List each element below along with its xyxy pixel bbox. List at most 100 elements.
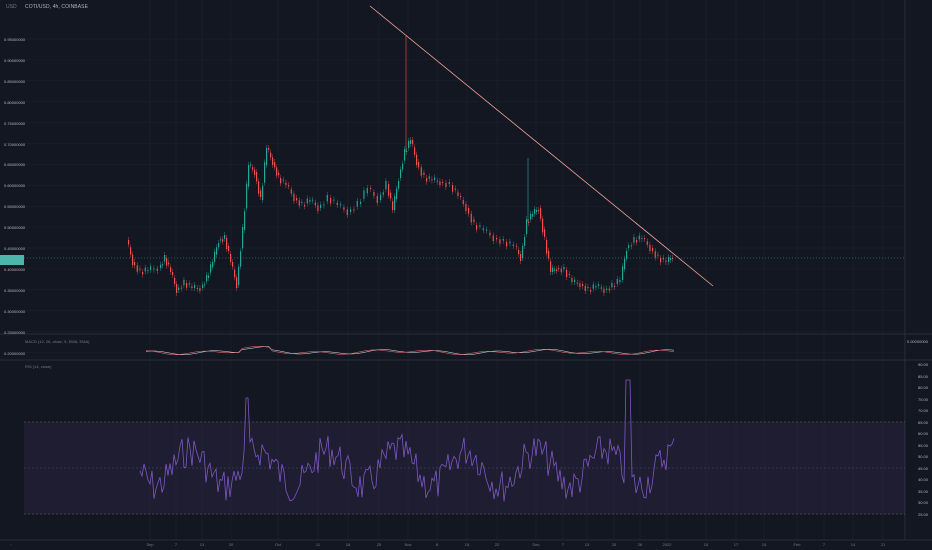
time-axis-label: 15: [464, 542, 470, 547]
time-axis-label: 8: [435, 542, 439, 547]
candle-body: [556, 269, 558, 271]
rsi-title[interactable]: RSI (14, close): [25, 364, 52, 369]
candle-body: [238, 266, 240, 285]
candle-body: [412, 140, 414, 145]
candle-body: [346, 209, 348, 215]
time-axis-label: Dec: [532, 542, 540, 547]
candle-body: [208, 275, 210, 278]
candle-body: [301, 202, 303, 203]
candle-body: [524, 237, 526, 246]
signal-line: [145, 346, 675, 355]
candle-body: [670, 258, 672, 260]
time-axis-label: 22: [494, 542, 500, 547]
candle-body: [622, 266, 624, 280]
candle-body: [404, 149, 406, 161]
rsi-axis-label: 75.00: [917, 396, 928, 402]
candle-body: [442, 182, 444, 183]
current-price-tag: [0, 255, 24, 265]
candle-body: [644, 238, 646, 239]
candle-body: [166, 258, 168, 266]
rsi-axis-label: 80.00: [917, 385, 928, 390]
candle-body: [436, 180, 438, 182]
candle-body: [414, 147, 416, 155]
time-axis-label: 13: [584, 542, 590, 547]
candle-body: [582, 284, 584, 286]
candle-body: [268, 148, 270, 150]
time-axis-label: 11: [315, 542, 321, 547]
rsi-axis-label: 90.00: [917, 362, 928, 367]
macd-line: [145, 346, 675, 355]
symbol-title[interactable]: COTI/USD, 4h, COINBASE: [25, 4, 89, 10]
candle-body: [410, 140, 412, 144]
candle-body: [202, 284, 204, 288]
candle-body: [526, 219, 528, 234]
candle-body: [532, 214, 534, 217]
macd-axis-label: 0.00000000: [906, 339, 928, 344]
candle-body: [254, 169, 256, 175]
rsi-axis-label: 50.00: [917, 454, 928, 459]
rsi-axis-label: 65.00: [917, 419, 928, 425]
candle-body: [314, 202, 316, 206]
candle-body: [528, 222, 530, 223]
rsi-axis-label: 55.00: [917, 442, 928, 448]
candle-body: [142, 272, 144, 275]
candle-body: [646, 241, 648, 245]
candle-body: [178, 287, 180, 290]
candle-body: [128, 240, 130, 245]
candle-body: [248, 165, 250, 187]
candle-body: [130, 247, 132, 255]
timezone-icon[interactable]: ◦: [10, 542, 12, 547]
candle-body: [226, 238, 228, 249]
candle-body: [496, 238, 498, 240]
candle-body: [506, 242, 508, 247]
candle-body: [244, 211, 246, 230]
candle-body: [216, 247, 218, 255]
candle-body: [260, 190, 262, 197]
candle-body: [512, 244, 514, 246]
time-axis-label: 18: [345, 542, 351, 547]
time-axis-label: 20: [611, 542, 617, 547]
macd-title[interactable]: MACD (12, 26, close, 9, EMA, EMA): [25, 339, 90, 344]
candle-body: [160, 264, 162, 268]
rsi-axis-label: 35.00: [917, 488, 928, 494]
candle-body: [454, 188, 456, 190]
candle-body: [382, 192, 384, 195]
candle-body: [420, 167, 422, 176]
time-axis-label: 26: [637, 542, 643, 547]
candle-body: [285, 182, 287, 185]
candle-body: [296, 198, 298, 201]
candle-body: [288, 185, 290, 187]
candle-body: [330, 198, 332, 204]
candle-body: [473, 219, 475, 222]
candle-body: [654, 251, 656, 258]
candle-body: [199, 288, 201, 291]
candle-body: [214, 251, 216, 262]
candle-body: [400, 169, 402, 178]
candle-body: [595, 286, 597, 288]
candle-body: [502, 239, 504, 241]
candle-body: [252, 167, 254, 170]
candle-body: [170, 267, 172, 272]
candle-body: [396, 188, 398, 200]
price-axis-label: 0.40000000: [4, 266, 26, 272]
candle-body: [598, 284, 600, 286]
candle-body: [270, 152, 272, 158]
candle-body: [576, 282, 578, 284]
candle-body: [489, 232, 491, 236]
candle-body: [657, 254, 659, 256]
candle-body: [536, 210, 538, 212]
candle-body: [540, 208, 542, 219]
candle-body: [272, 157, 274, 165]
time-axis-label: 7: [174, 542, 178, 547]
candle-body: [234, 269, 236, 278]
price-axis-label: 0.75000000: [4, 120, 26, 126]
candle-body: [538, 210, 540, 211]
candle-body: [385, 181, 387, 190]
trend-line[interactable]: [369, 5, 714, 287]
candle-body: [156, 268, 158, 271]
candle-body: [228, 246, 230, 251]
candle-body: [552, 267, 554, 272]
candle-body: [376, 196, 378, 203]
candle-body: [554, 269, 556, 271]
